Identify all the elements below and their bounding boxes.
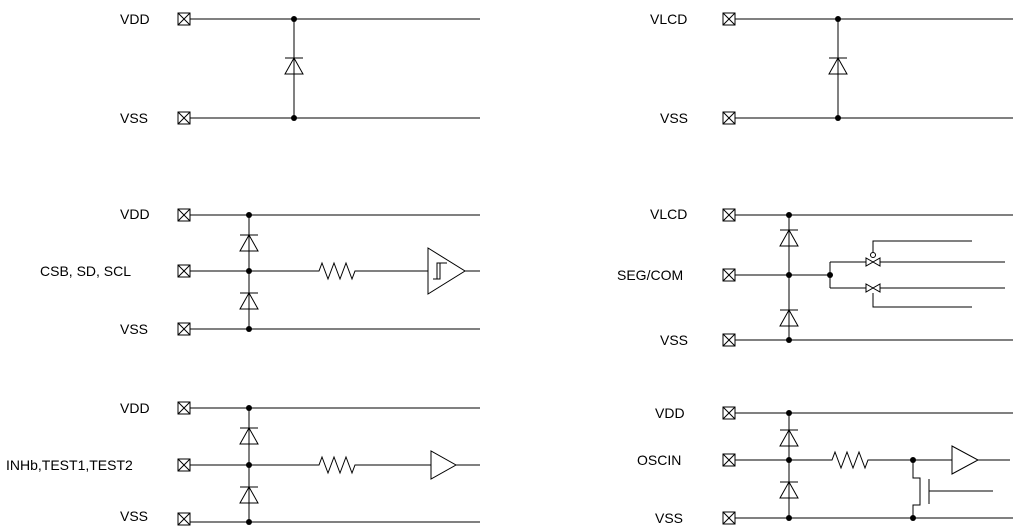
- schmitt-buffer-icon: [427, 247, 466, 295]
- vdd-pad-icon: [177, 12, 191, 26]
- input-pad-icon: [177, 458, 191, 472]
- vdd-pad-icon: [177, 401, 191, 415]
- vss-pad-icon: [177, 322, 191, 336]
- buffer-icon: [430, 450, 458, 480]
- input-label: CSB, SD, SCL: [40, 263, 131, 279]
- output-label: SEG/COM: [617, 267, 683, 283]
- input-pad-icon: [177, 264, 191, 278]
- buffer-icon: [951, 445, 980, 475]
- resistor-icon: [190, 455, 431, 475]
- resistor-icon: [735, 450, 952, 470]
- vss-pad-icon: [722, 333, 736, 347]
- vlcd-label: VLCD: [650, 206, 687, 222]
- vdd-label: VDD: [120, 206, 150, 222]
- vss-label: VSS: [655, 510, 683, 526]
- vss-pad-icon: [177, 111, 191, 125]
- vdd-label: VDD: [655, 405, 685, 421]
- circuit-vlcd-vss: VLCD VSS: [650, 11, 1013, 126]
- resistor-icon: [190, 261, 428, 281]
- vdd-pad-icon: [177, 208, 191, 222]
- vss-label: VSS: [660, 332, 688, 348]
- input-pad-icon: [722, 453, 736, 467]
- circuit-csb-sd-scl: VDD CSB, SD, SCL VSS: [40, 206, 480, 337]
- circuit-oscin: VDD OSCIN VSS: [637, 405, 1013, 526]
- vss-label: VSS: [120, 321, 148, 337]
- vlcd-label: VLCD: [650, 11, 687, 27]
- circuit-vdd-vss: VDD VSS: [120, 11, 480, 126]
- vss-pad-icon: [722, 511, 736, 525]
- input-label: INHb,TEST1,TEST2: [6, 457, 133, 473]
- circuit-inhb-test: VDD INHb,TEST1,TEST2 VSS: [6, 400, 480, 526]
- mos-pulldown-icon: [912, 460, 921, 518]
- circuit-seg-com: VLCD SEG/COM VSS: [617, 206, 1013, 348]
- transmission-gate-upper-icon: [865, 257, 881, 267]
- vlcd-pad-icon: [722, 12, 736, 26]
- input-label: OSCIN: [637, 452, 681, 468]
- vlcd-pad-icon: [722, 208, 736, 222]
- vdd-label: VDD: [120, 400, 150, 416]
- vdd-pad-icon: [722, 406, 736, 420]
- vss-pad-icon: [722, 111, 736, 125]
- vss-label: VSS: [660, 110, 688, 126]
- output-pad-icon: [722, 268, 736, 282]
- vss-label: VSS: [120, 508, 148, 524]
- vdd-label: VDD: [120, 11, 150, 27]
- vss-pad-icon: [177, 512, 191, 526]
- transmission-gate-lower-icon: [865, 283, 881, 293]
- vss-label: VSS: [120, 110, 148, 126]
